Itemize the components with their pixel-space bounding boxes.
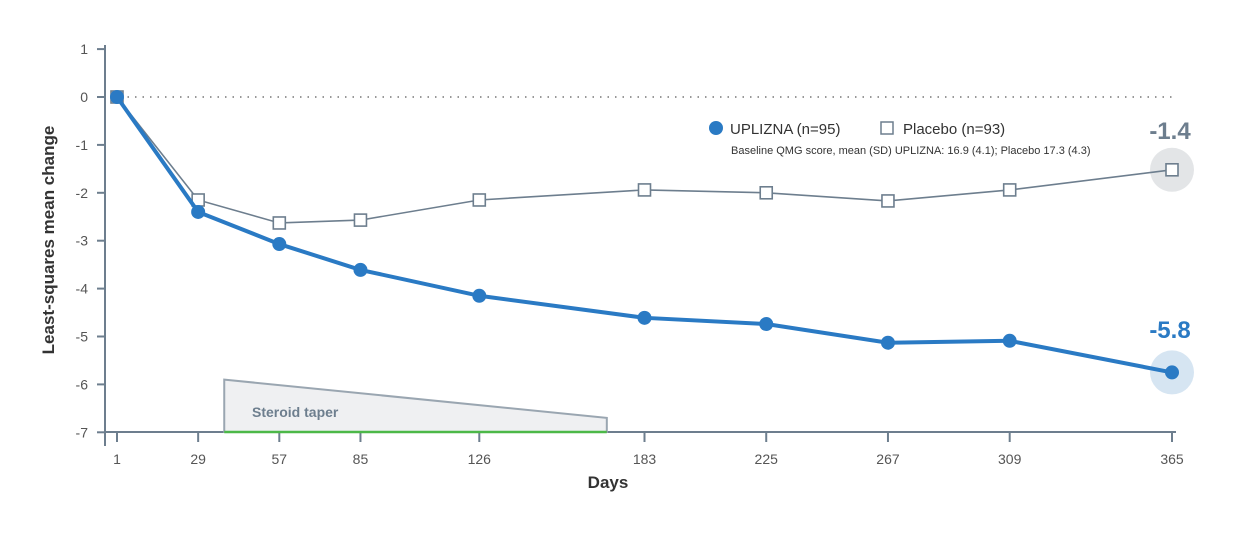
uplizna-point	[1002, 333, 1017, 348]
placebo-point	[881, 194, 895, 208]
y-tick-label: -4	[76, 281, 89, 297]
legend-marker-uplizna	[709, 121, 723, 135]
legend-marker-placebo	[880, 121, 894, 135]
uplizna-end-label: -5.8	[1149, 317, 1190, 344]
placebo-point	[759, 186, 774, 200]
x-tick-label: 309	[998, 451, 1022, 467]
y-tick-label: -3	[76, 233, 89, 249]
steroid-taper-label: Steroid taper	[252, 404, 339, 420]
uplizna-point	[637, 310, 652, 325]
x-tick-label: 57	[272, 451, 288, 467]
y-tick-label: -1	[76, 137, 89, 153]
uplizna-point	[272, 237, 287, 252]
legend-label-placebo: Placebo (n=93)	[903, 121, 1005, 138]
placebo-line	[116, 96, 1173, 224]
placebo-point	[637, 183, 652, 197]
uplizna-point	[880, 335, 895, 350]
y-tick-label: -7	[76, 424, 89, 440]
x-tick-label: 183	[633, 451, 657, 467]
y-tick-label: 0	[80, 89, 88, 105]
placebo-end-label: -1.4	[1149, 118, 1191, 145]
y-tick-label: -6	[76, 376, 89, 392]
uplizna-line	[115, 95, 1173, 375]
x-tick-label: 365	[1160, 451, 1184, 467]
placebo-point	[272, 216, 287, 230]
x-axis-label: Days	[588, 473, 629, 492]
uplizna-point	[110, 90, 124, 104]
uplizna-point	[353, 262, 368, 277]
x-tick-label: 267	[876, 451, 900, 467]
placebo-point	[1165, 163, 1179, 177]
uplizna-point	[472, 288, 487, 303]
x-tick-label: 1	[113, 451, 121, 467]
y-tick-label: -2	[76, 185, 89, 201]
x-tick-label: 225	[755, 451, 779, 467]
y-tick-label: -5	[76, 329, 89, 345]
x-tick-label: 29	[190, 451, 206, 467]
y-tick-label: 1	[80, 41, 88, 57]
placebo-point	[1002, 183, 1017, 197]
uplizna-point	[759, 317, 774, 332]
placebo-point	[353, 213, 368, 227]
y-axis-label: Least-squares mean change	[39, 126, 58, 355]
legend-label-uplizna: UPLIZNA (n=95)	[730, 121, 840, 138]
uplizna-point	[191, 204, 206, 219]
baseline-annotation: Baseline QMG score, mean (SD) UPLIZNA: 1…	[731, 145, 1090, 157]
placebo-point	[472, 193, 487, 207]
x-tick-label: 85	[353, 451, 369, 467]
uplizna-point	[1165, 365, 1179, 380]
x-tick-label: 126	[468, 451, 492, 467]
